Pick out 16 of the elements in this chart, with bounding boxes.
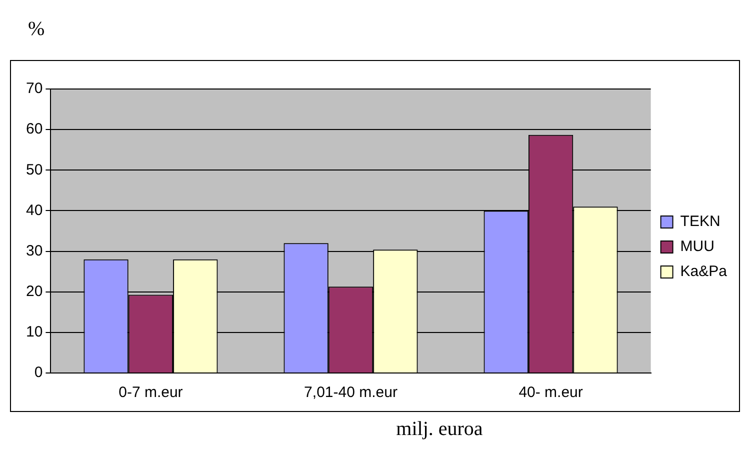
x-tick-label: 7,01-40 m.eur bbox=[304, 384, 398, 402]
y-axis-title: % bbox=[28, 18, 45, 41]
y-tick-label: 30 bbox=[26, 242, 43, 260]
y-tick-label: 50 bbox=[26, 161, 43, 178]
x-tick-label: 0-7 m.eur bbox=[118, 384, 183, 402]
y-tick-label: 60 bbox=[26, 120, 43, 138]
x-tick-label: 40- m.eur bbox=[518, 384, 583, 402]
x-axis-title: milj. euroa bbox=[395, 418, 484, 441]
legend-label: Ka&Pa bbox=[680, 263, 728, 280]
y-tick-label: 10 bbox=[26, 324, 43, 341]
y-tick-label: 20 bbox=[26, 283, 43, 300]
y-tick-label: 40 bbox=[26, 202, 43, 219]
y-tick-label: 70 bbox=[26, 80, 43, 98]
y-tick-label: 0 bbox=[34, 364, 43, 382]
legend-label: MUU bbox=[680, 238, 714, 256]
legend-label: TEKN bbox=[680, 213, 720, 230]
